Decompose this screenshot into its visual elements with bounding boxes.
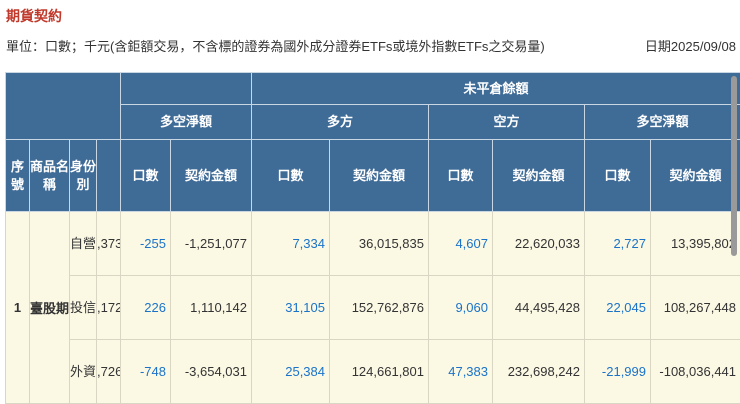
net-amount-cell: -108,036,441	[649, 339, 740, 404]
trade-prev-cell: ,172	[96, 275, 121, 340]
report-date: 日期2025/09/08	[644, 39, 736, 54]
header-short: 空方	[428, 104, 585, 140]
long-amount-cell: 124,661,801	[329, 339, 429, 404]
header-identity: 身份別	[69, 139, 97, 212]
header-product: 商品名稱	[29, 139, 70, 212]
trade-net-lots-cell[interactable]: -255	[120, 211, 171, 276]
identity-cell: 自營商	[69, 211, 97, 276]
trade-net-amount-cell: 1,110,142	[170, 275, 252, 340]
unit-note: 單位：口數；千元(含鉅額交易，不含標的證券為國外成分證券ETFs或境外指數ETF…	[6, 39, 545, 54]
header-net-lots: 口數	[584, 139, 651, 212]
trade-net-lots-cell[interactable]: -748	[120, 339, 171, 404]
long-amount-cell: 36,015,835	[329, 211, 429, 276]
header-seq: 序號	[5, 139, 30, 212]
identity-cell: 投信	[69, 275, 97, 340]
header-net-amount: 契約金額	[649, 139, 740, 212]
trade-net-amount-cell: -1,251,077	[170, 211, 252, 276]
long-lots-cell[interactable]: 7,334	[251, 211, 330, 276]
table-row: 外資 ,726 -748 -3,654,031 25,384 124,661,8…	[6, 339, 740, 404]
net-amount-cell: 13,395,802	[649, 211, 740, 276]
short-lots-cell[interactable]: 4,607	[428, 211, 493, 276]
scrollbar-thumb[interactable]	[731, 76, 737, 256]
short-lots-cell[interactable]: 47,383	[428, 339, 493, 404]
header-long-lots: 口數	[251, 139, 330, 212]
header-trade-net-amount: 契約金額	[170, 139, 252, 212]
header-long: 多方	[251, 104, 429, 140]
header-open-interest: 未平倉餘額	[250, 72, 740, 105]
trade-net-lots-cell[interactable]: 226	[120, 275, 171, 340]
header-trade-prev	[96, 139, 121, 212]
header-net: 多空淨額	[583, 104, 740, 140]
vertical-scrollbar[interactable]	[730, 76, 738, 256]
header-spacer-left	[5, 72, 121, 140]
short-lots-cell[interactable]: 9,060	[428, 275, 493, 340]
long-lots-cell[interactable]: 25,384	[251, 339, 330, 404]
net-lots-cell[interactable]: 2,727	[584, 211, 651, 276]
net-lots-cell[interactable]: -21,999	[584, 339, 651, 404]
product-cell[interactable]: 臺股期貨	[29, 211, 70, 404]
header-short-amount: 契約金額	[492, 139, 585, 212]
header-trade-net-lots: 口數	[120, 139, 171, 212]
seq-cell: 1	[5, 211, 30, 404]
header-long-amount: 契約金額	[329, 139, 429, 212]
table-row: 1 臺股期貨 自營商 ,373 -255 -1,251,077 7,334 36…	[5, 211, 740, 404]
page-title: 期貨契約	[6, 8, 62, 24]
trade-prev-cell: ,373	[96, 211, 121, 276]
futures-table-container[interactable]: 未平倉餘額 多空淨額 多方 空方 多空淨額 序號 商品名稱 身份別 口數 契約金…	[5, 72, 740, 404]
futures-table: 未平倉餘額 多空淨額 多方 空方 多空淨額 序號 商品名稱 身份別 口數 契約金…	[5, 72, 740, 404]
header-spacer-trade	[120, 72, 252, 105]
header-short-lots: 口數	[428, 139, 493, 212]
short-amount-cell: 232,698,242	[492, 339, 585, 404]
identity-cell: 外資	[69, 339, 97, 404]
net-amount-cell: 108,267,448	[649, 275, 740, 340]
trade-net-amount-cell: -3,654,031	[170, 339, 252, 404]
header-trade-net: 多空淨額	[120, 104, 252, 140]
short-amount-cell: 44,495,428	[492, 275, 585, 340]
long-lots-cell[interactable]: 31,105	[251, 275, 330, 340]
net-lots-cell[interactable]: 22,045	[584, 275, 651, 340]
short-amount-cell: 22,620,033	[492, 211, 585, 276]
table-row: 投信 ,172 226 1,110,142 31,105 152,762,876…	[6, 275, 740, 340]
trade-prev-cell: ,726	[96, 339, 121, 404]
long-amount-cell: 152,762,876	[329, 275, 429, 340]
